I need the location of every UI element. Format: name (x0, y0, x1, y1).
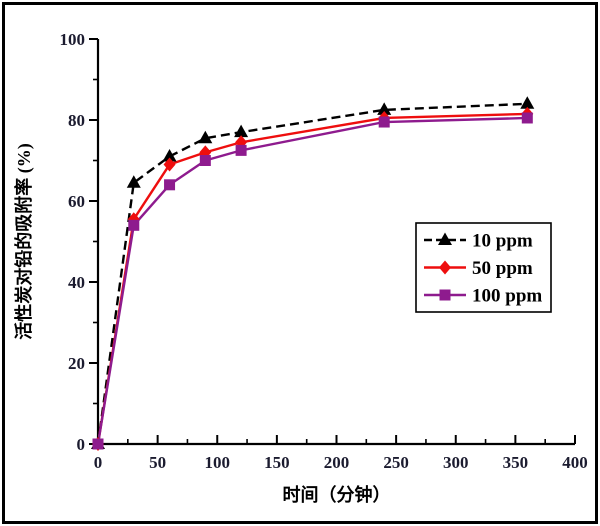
x-tick-label: 250 (383, 453, 409, 472)
series-marker-10-ppm (520, 96, 535, 109)
x-tick-label: 200 (324, 453, 350, 472)
series-marker-100-ppm (235, 144, 247, 156)
legend-label: 10 ppm (472, 231, 533, 252)
y-tick-label: 60 (68, 192, 85, 211)
x-tick-label: 350 (503, 453, 529, 472)
y-tick-label: 40 (68, 273, 85, 292)
series-marker-100-ppm (199, 155, 211, 166)
y-tick-label: 20 (68, 354, 85, 373)
x-tick-label: 300 (443, 453, 469, 472)
x-axis-title: 时间（分钟） (283, 484, 391, 505)
legend-sample-marker (439, 260, 451, 275)
series-marker-10-ppm (126, 175, 141, 188)
series-marker-100-ppm (92, 438, 104, 450)
series-marker-10-ppm (234, 124, 249, 138)
x-tick-label: 150 (264, 453, 290, 472)
legend-label: 50 ppm (472, 258, 533, 279)
legend-sample-marker (439, 289, 451, 301)
series-marker-100-ppm (378, 116, 390, 128)
x-tick-label: 50 (149, 453, 166, 472)
y-tick-label: 100 (60, 30, 86, 49)
series-marker-100-ppm (128, 219, 140, 231)
series-marker-50-ppm (163, 157, 176, 172)
series-marker-10-ppm (377, 102, 392, 115)
x-tick-label: 0 (94, 453, 103, 472)
y-tick-label: 0 (77, 435, 86, 454)
y-axis-title: 活性炭对铅的吸附率 (%) (13, 143, 35, 340)
series-marker-100-ppm (164, 179, 176, 191)
x-tick-label: 400 (562, 453, 588, 472)
series-marker-100-ppm (521, 112, 533, 124)
series-marker-10-ppm (162, 148, 177, 162)
legend-label: 100 ppm (472, 286, 542, 307)
y-tick-label: 80 (68, 111, 85, 130)
x-tick-label: 100 (205, 453, 231, 472)
legend-sample-marker (438, 232, 452, 245)
series-marker-10-ppm (198, 130, 213, 144)
